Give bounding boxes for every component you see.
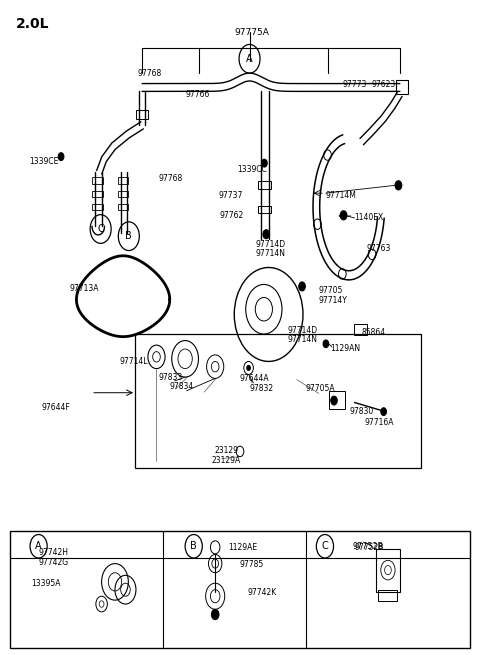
Circle shape: [323, 340, 329, 348]
Text: 97714D: 97714D: [288, 326, 318, 335]
Text: 97644A: 97644A: [239, 374, 269, 383]
Bar: [10, 531, 470, 648]
Bar: [118, 204, 128, 210]
Bar: [354, 324, 367, 335]
Bar: [329, 391, 346, 409]
Text: 97714N: 97714N: [288, 335, 318, 345]
Text: 97773: 97773: [343, 80, 367, 88]
Text: 97752B: 97752B: [352, 542, 383, 551]
Text: 2.0L: 2.0L: [16, 17, 49, 31]
Circle shape: [331, 396, 337, 405]
Text: 97713A: 97713A: [69, 284, 99, 293]
Bar: [136, 109, 148, 119]
Text: 85864: 85864: [362, 328, 386, 337]
Bar: [258, 181, 271, 189]
Text: 97737: 97737: [218, 191, 243, 200]
Text: A: A: [36, 541, 42, 552]
Bar: [118, 191, 128, 197]
Text: B: B: [125, 231, 132, 241]
Text: 1339CE: 1339CE: [29, 157, 59, 166]
Bar: [92, 204, 103, 210]
Text: 97766: 97766: [185, 90, 209, 98]
Circle shape: [247, 365, 251, 371]
Bar: [92, 191, 103, 197]
Text: 97832: 97832: [250, 384, 274, 392]
Text: 97830: 97830: [350, 407, 374, 416]
Text: 1129AN: 1129AN: [331, 344, 361, 353]
Circle shape: [395, 181, 402, 190]
Bar: [396, 80, 408, 94]
Text: 97768: 97768: [137, 69, 162, 79]
Text: 1140EX: 1140EX: [355, 214, 384, 223]
Text: 97833: 97833: [159, 373, 183, 382]
Text: 97752B: 97752B: [355, 543, 384, 552]
Text: 97714N: 97714N: [255, 250, 285, 258]
Text: 97716A: 97716A: [364, 418, 394, 426]
Circle shape: [381, 407, 386, 415]
Text: 97742G: 97742G: [38, 558, 69, 567]
Circle shape: [58, 153, 64, 160]
Text: 97763: 97763: [366, 244, 391, 253]
Text: 23129A: 23129A: [211, 456, 240, 465]
Text: 97762: 97762: [220, 212, 244, 221]
Text: 97705A: 97705A: [306, 384, 336, 392]
Circle shape: [299, 282, 305, 291]
Text: 97714M: 97714M: [326, 191, 357, 200]
Text: B: B: [191, 541, 197, 552]
Text: 23129: 23129: [215, 446, 239, 455]
Bar: [258, 206, 271, 214]
Text: 97644F: 97644F: [42, 403, 71, 411]
Text: 97768: 97768: [159, 174, 183, 183]
Text: C: C: [322, 541, 328, 552]
Text: 97834: 97834: [169, 383, 193, 391]
Bar: [118, 178, 128, 184]
Bar: [92, 178, 103, 184]
Text: 97714D: 97714D: [255, 240, 286, 249]
Text: 1339CC: 1339CC: [238, 164, 267, 174]
Text: A: A: [246, 54, 253, 64]
Text: 97705: 97705: [319, 286, 343, 295]
Text: C: C: [97, 224, 104, 234]
Text: 13395A: 13395A: [31, 578, 60, 588]
Text: 97714Y: 97714Y: [319, 296, 348, 305]
Bar: [135, 334, 421, 468]
Text: 97623: 97623: [372, 80, 396, 88]
Text: 97742K: 97742K: [247, 588, 276, 597]
Text: 1129AE: 1129AE: [228, 543, 257, 552]
Circle shape: [211, 609, 219, 620]
Text: 97714L: 97714L: [120, 357, 148, 366]
Circle shape: [340, 211, 347, 220]
Text: 97785: 97785: [240, 561, 264, 569]
Bar: [376, 550, 400, 591]
Text: 97742H: 97742H: [38, 548, 69, 557]
Bar: [378, 590, 397, 601]
Circle shape: [262, 159, 267, 167]
Text: 97775A: 97775A: [235, 28, 269, 37]
Circle shape: [263, 230, 270, 239]
